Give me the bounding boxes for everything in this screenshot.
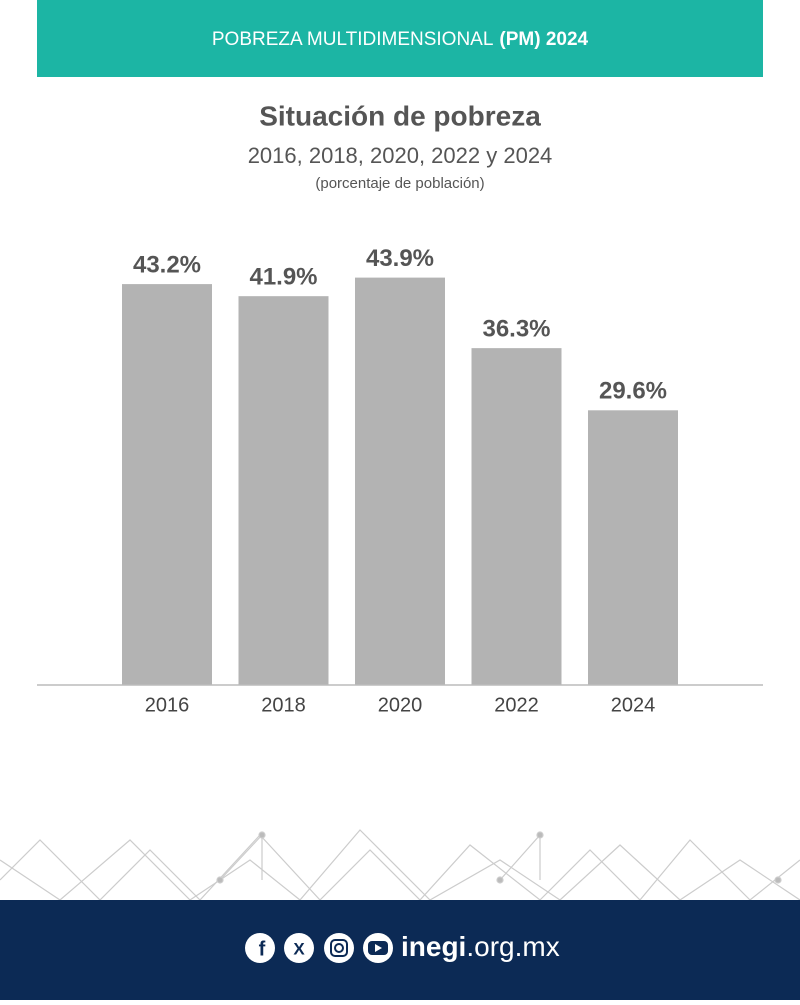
plot: 43.2% 2016 41.9% 2018 43.9% 2020 36.3% 2022 29.6… bbox=[122, 245, 678, 716]
x-tick-label: 2016 bbox=[145, 694, 190, 716]
bar bbox=[238, 296, 329, 685]
svg-text:f: f bbox=[259, 938, 266, 960]
x-icon[interactable] bbox=[284, 933, 314, 963]
footer-band bbox=[0, 900, 800, 1000]
instagram-icon[interactable] bbox=[324, 933, 354, 963]
chart-title: Situación de pobreza bbox=[259, 100, 541, 131]
facebook-icon[interactable] bbox=[245, 933, 275, 963]
site-bold: inegi bbox=[401, 931, 466, 962]
x-tick-label: 2024 bbox=[611, 694, 656, 716]
bar bbox=[471, 348, 562, 685]
chart-note: (porcentaje de población) bbox=[315, 175, 484, 192]
bar bbox=[355, 277, 445, 685]
header-text-bold: (PM) 2024 bbox=[499, 29, 588, 50]
social-icons: f X bbox=[245, 933, 393, 963]
footer-site[interactable]: inegi.org.mx bbox=[401, 931, 560, 962]
value-label: 43.9% bbox=[366, 245, 434, 272]
value-label: 36.3% bbox=[482, 315, 550, 342]
value-label: 41.9% bbox=[249, 264, 317, 291]
chart-subtitle: 2016, 2018, 2020, 2022 y 2024 bbox=[248, 143, 553, 168]
x-tick-label: 2018 bbox=[261, 694, 306, 716]
x-tick-label: 2022 bbox=[494, 694, 539, 716]
value-label: 29.6% bbox=[599, 378, 667, 405]
svg-text:X: X bbox=[293, 939, 305, 958]
decoration bbox=[0, 829, 800, 901]
bar bbox=[588, 410, 678, 685]
x-tick-label: 2020 bbox=[378, 694, 423, 716]
value-label: 43.2% bbox=[133, 251, 201, 278]
header-title: POBREZA MULTIDIMENSIONAL (PM) 2024 bbox=[212, 29, 589, 50]
header-text: POBREZA MULTIDIMENSIONAL bbox=[212, 29, 494, 50]
bar bbox=[122, 284, 212, 685]
site-rest: .org.mx bbox=[466, 931, 559, 962]
header-band bbox=[37, 0, 763, 77]
